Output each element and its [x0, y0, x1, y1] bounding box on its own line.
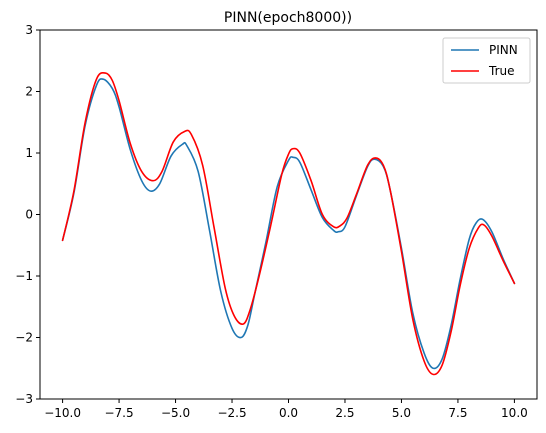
x-tick-label: 10.0 — [501, 406, 528, 420]
y-axis: −3 −2 −1 0 1 2 3 — [15, 23, 40, 406]
y-tick-label: 2 — [25, 85, 33, 99]
y-tick-label: 0 — [25, 208, 33, 222]
legend: PINN True — [442, 37, 531, 84]
x-tick-label: −5.0 — [161, 406, 190, 420]
y-tick-label: 1 — [25, 146, 33, 160]
y-tick-label: −3 — [15, 392, 33, 406]
y-tick-label: 3 — [25, 23, 33, 37]
x-tick-label: 2.5 — [335, 406, 354, 420]
plot-area — [61, 71, 516, 376]
series-line-pinn — [61, 78, 516, 370]
legend-label-true: True — [488, 64, 515, 78]
x-tick-label: 7.5 — [448, 406, 467, 420]
legend-label-pinn: PINN — [489, 43, 518, 57]
y-tick-label: −1 — [15, 269, 33, 283]
x-tick-label: 5.0 — [392, 406, 411, 420]
y-tick-label: −2 — [15, 331, 33, 345]
x-tick-label: 0.0 — [279, 406, 298, 420]
series-line-true — [61, 71, 516, 376]
x-tick-label: −10.0 — [44, 406, 81, 420]
x-tick-label: −7.5 — [104, 406, 133, 420]
x-tick-label: −2.5 — [217, 406, 246, 420]
x-axis: −10.0 −7.5 −5.0 −2.5 0.0 2.5 5.0 7.5 10.0 — [44, 399, 528, 420]
chart-title: PINN(epoch8000)) — [224, 10, 352, 26]
